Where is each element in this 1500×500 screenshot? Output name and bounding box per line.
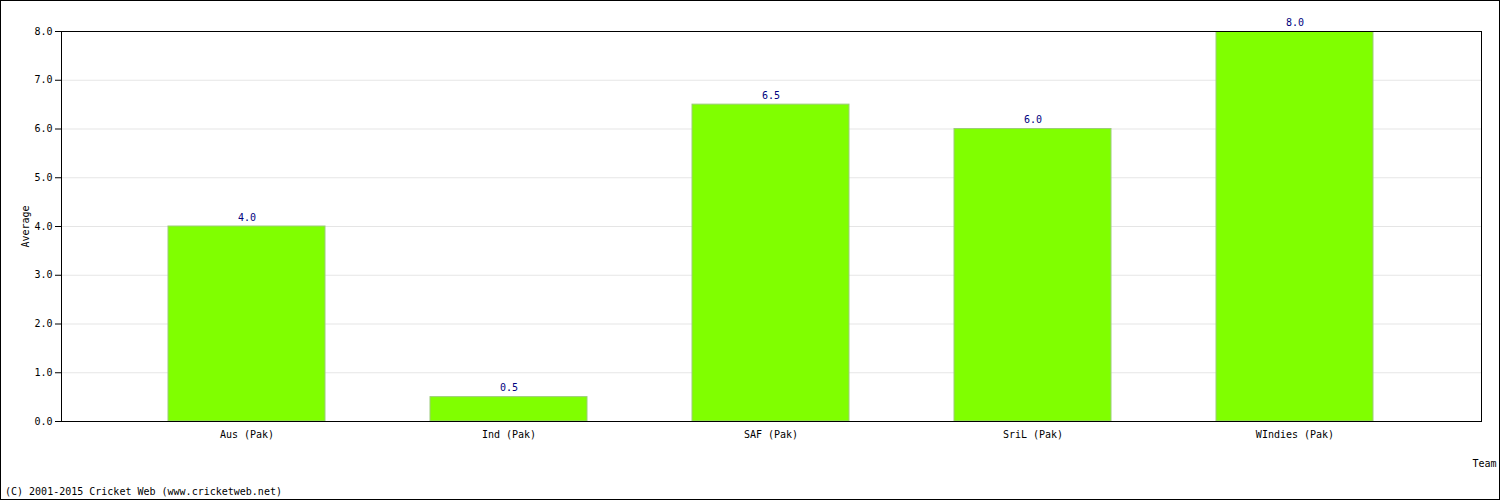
svg-text:3.0: 3.0	[34, 269, 52, 280]
svg-text:6.0: 6.0	[1024, 114, 1042, 125]
html-text:(C) 2001-2015 Cricket Web (www: (C) 2001-2015 Cricket Web (www.cricketwe…	[5, 486, 282, 497]
svg-text:4.0: 4.0	[238, 212, 256, 223]
svg-text:SriL (Pak): SriL (Pak)	[1003, 429, 1063, 440]
svg-text:1.0: 1.0	[34, 367, 52, 378]
svg-text:0.0: 0.0	[34, 416, 52, 427]
svg-text:6.0: 6.0	[34, 123, 52, 134]
svg-text:6.5: 6.5	[762, 90, 780, 101]
svg-text:Team: Team	[1472, 458, 1496, 469]
svg-text:0.5: 0.5	[500, 382, 518, 393]
svg-text:2.0: 2.0	[34, 318, 52, 329]
svg-text:8.0: 8.0	[1286, 17, 1304, 28]
svg-text:Average: Average	[20, 205, 31, 247]
svg-text:5.0: 5.0	[34, 172, 52, 183]
svg-text:4.0: 4.0	[34, 221, 52, 232]
svg-text:7.0: 7.0	[34, 74, 52, 85]
svg-text:Aus (Pak): Aus (Pak)	[220, 429, 274, 440]
svg-text:SAF (Pak): SAF (Pak)	[744, 429, 798, 440]
svg-text:Ind (Pak): Ind (Pak)	[482, 429, 536, 440]
svg-text:WIndies (Pak): WIndies (Pak)	[1256, 429, 1334, 440]
svg-text:8.0: 8.0	[34, 26, 52, 37]
